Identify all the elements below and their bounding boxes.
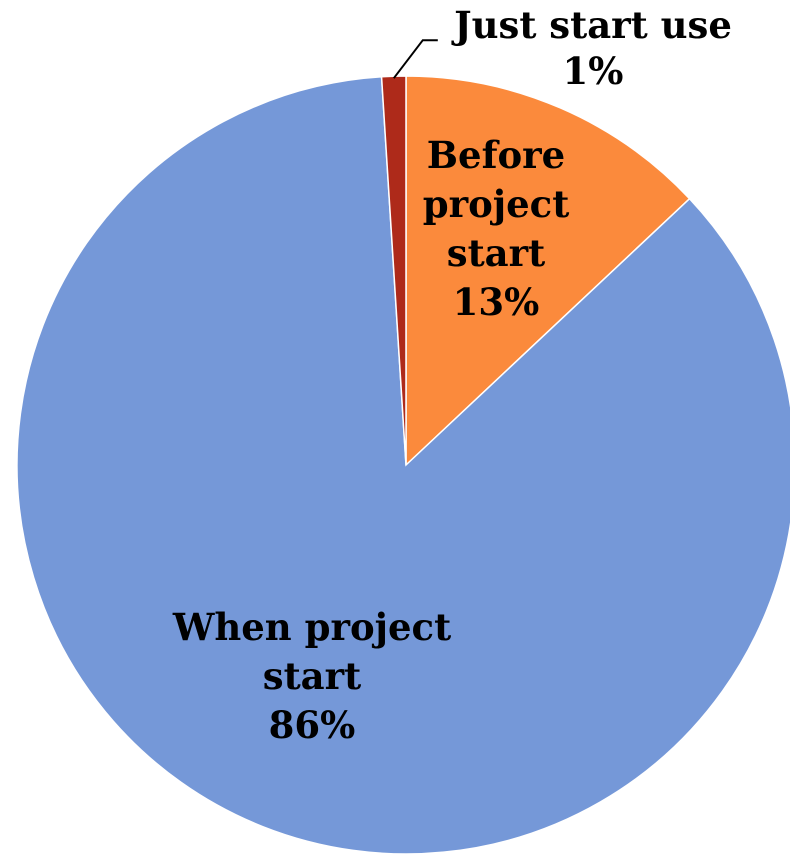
slice-label-before-project-start: Before project start 13% [423, 133, 570, 324]
slice-value-label: 13% [453, 280, 540, 324]
pie-slice-just-start-use [380, 75, 407, 466]
pie-slice-before-project-start [405, 75, 691, 467]
slice-label-line: project [423, 182, 570, 226]
slice-label-line: When project [172, 605, 451, 649]
slice-label-line: start [447, 231, 545, 275]
slice-value-label: 1% [563, 49, 624, 93]
leader-line-just-start-use [393, 39, 438, 79]
slice-label-just-start-use: Just start use 1% [451, 3, 732, 93]
slice-label-when-project-start: When project start 86% [172, 605, 451, 747]
slice-label-line: Just start use [451, 3, 732, 47]
slice-labels: Before project start 13% When project start 86… [172, 3, 732, 747]
pie-slice-when-project-start [16, 75, 790, 855]
leader-lines [393, 39, 438, 79]
slice-value-label: 86% [269, 703, 356, 747]
slice-label-line: start [263, 654, 361, 698]
pie-slices [16, 75, 790, 855]
slice-label-line: Before [427, 133, 565, 177]
